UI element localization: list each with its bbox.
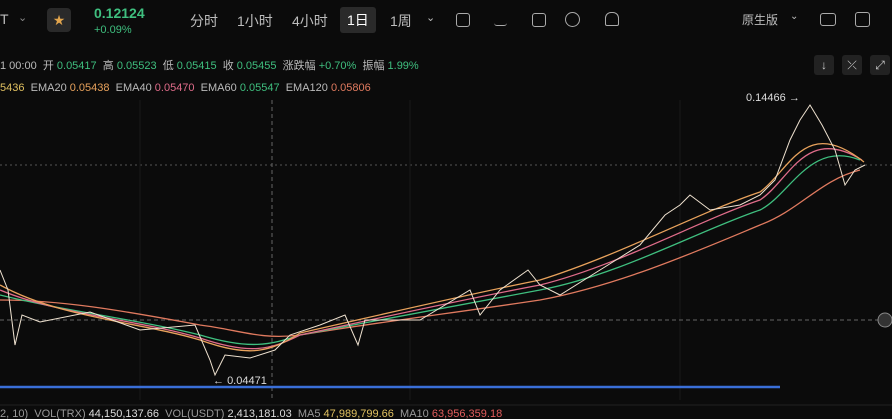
mode[interactable]: 原生版: [742, 13, 779, 27]
ema-value: 0.05470: [154, 82, 195, 94]
vol-value: 44,150,137.66: [88, 408, 160, 419]
more-intervals[interactable]: ⌄: [426, 12, 436, 24]
label: 涨跌幅: [282, 60, 316, 72]
collapse-button[interactable]: ⤫: [842, 55, 862, 75]
time: 1 00:00: [0, 60, 37, 72]
ema-name: EMA60: [200, 82, 237, 94]
scroll-down-button[interactable]: ↓: [814, 55, 834, 75]
label: 低: [162, 60, 174, 72]
grid: [0, 100, 892, 400]
interval[interactable]: 4小时: [292, 13, 328, 29]
settings-icon[interactable]: [565, 12, 580, 27]
vol-name: VOL(USDT): [165, 408, 225, 419]
mode-dropdown[interactable]: ⌄: [790, 11, 799, 22]
label: 开: [42, 60, 54, 72]
dropdown[interactable]: ⌄: [18, 12, 28, 24]
fullscreen-icon[interactable]: [855, 12, 870, 27]
interval[interactable]: 1周: [390, 13, 412, 29]
vol-value: 63,956,359.18: [431, 408, 503, 419]
label: 高: [102, 60, 114, 72]
window-icon[interactable]: [820, 13, 836, 26]
ema-value: 5436: [0, 82, 25, 94]
symbol: T: [0, 11, 9, 27]
value: +0.70%: [318, 60, 357, 72]
volume-row: 2, 10) VOL(TRX) 44,150,137.66 VOL(USDT) …: [0, 408, 502, 419]
vol-value: 2,413,181.03: [227, 408, 292, 419]
interval[interactable]: 分时: [190, 13, 218, 29]
vol-prefix: 2, 10): [0, 408, 29, 419]
chart-type-icon[interactable]: [456, 13, 470, 27]
value: 0.05417: [56, 60, 97, 72]
alert-icon[interactable]: [605, 12, 619, 26]
vol-name: VOL(TRX): [34, 408, 86, 419]
vol-name: MA5: [297, 408, 321, 419]
high-annotation: 0.14466 →: [746, 92, 800, 104]
ema20-line: [0, 142, 865, 352]
high-value: 0.14466: [746, 92, 786, 104]
value: 0.05523: [116, 60, 157, 72]
favorite-star[interactable]: ★: [47, 8, 71, 32]
ema-name: EMA20: [30, 82, 67, 94]
ema60-line: [0, 155, 861, 346]
interval[interactable]: 1小时: [237, 13, 273, 29]
vol-name: MA10: [400, 408, 429, 419]
vol-value: 47,989,799.66: [323, 408, 394, 419]
label: 振幅: [362, 60, 385, 72]
ema120-line: [0, 169, 861, 338]
candle-trace: [0, 104, 866, 377]
expand-button[interactable]: ⤢: [870, 55, 890, 75]
label: 收: [222, 60, 234, 72]
ema-value: 0.05806: [330, 82, 371, 94]
value: 0.05415: [176, 60, 217, 72]
ema40-line: [0, 147, 863, 350]
ema-value: 0.05438: [69, 82, 110, 94]
ema-row: 5436 EMA20 0.05438 EMA40 0.05470 EMA60 0…: [0, 82, 371, 94]
ema-name: EMA40: [115, 82, 152, 94]
ema-value: 0.05547: [239, 82, 280, 94]
value: 1.99%: [387, 60, 419, 72]
indicator-icon[interactable]: [494, 13, 507, 26]
interval-active[interactable]: 1日: [340, 7, 376, 33]
value: 0.05455: [236, 60, 277, 72]
last-price: 0.12124: [94, 5, 145, 21]
low-annotation: ← 0.04471: [213, 375, 267, 387]
crosshair-handle: [877, 312, 892, 328]
ohlc-row: 1 00:00 开 0.05417 高 0.05523 低 0.05415 收 …: [0, 57, 419, 73]
settings-list-icon[interactable]: [532, 13, 546, 27]
low-value: 0.04471: [227, 375, 267, 387]
ema-name: EMA120: [285, 82, 328, 94]
price-change: +0.09%: [94, 24, 132, 36]
